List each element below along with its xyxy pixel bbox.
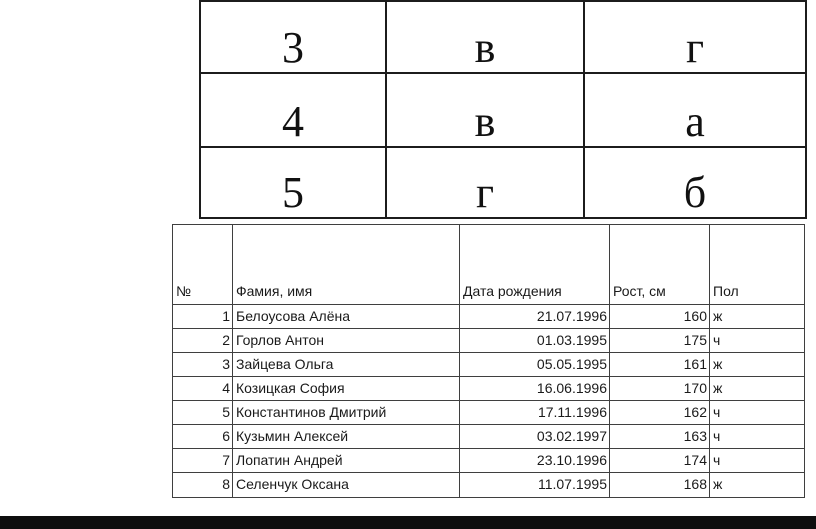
person-dob: 03.02.1997 (460, 425, 610, 449)
answer-cell: в (387, 74, 585, 148)
person-num: 5 (173, 401, 233, 425)
person-dob: 01.03.1995 (460, 329, 610, 353)
header-name: Фамия, имя (233, 225, 460, 305)
person-name: Кузьмин Алексей (233, 425, 460, 449)
person-dob: 23.10.1996 (460, 449, 610, 473)
answer-cell: г (387, 148, 585, 217)
person-height: 168 (610, 473, 710, 497)
person-num: 1 (173, 305, 233, 329)
answers-table: 3 в г 4 в а 5 г б (199, 0, 807, 219)
person-sex: ж (710, 377, 804, 401)
answer-cell: 3 (201, 2, 387, 74)
person-height: 175 (610, 329, 710, 353)
person-height: 161 (610, 353, 710, 377)
answer-cell: в (387, 2, 585, 74)
person-dob: 17.11.1996 (460, 401, 610, 425)
answer-cell: а (585, 74, 805, 148)
header-num: № (173, 225, 233, 305)
answer-cell: 5 (201, 148, 387, 217)
person-dob: 11.07.1995 (460, 473, 610, 497)
person-name: Константинов Дмитрий (233, 401, 460, 425)
person-height: 160 (610, 305, 710, 329)
header-height: Рост, см (610, 225, 710, 305)
person-name: Лопатин Андрей (233, 449, 460, 473)
person-name: Горлов Антон (233, 329, 460, 353)
person-num: 8 (173, 473, 233, 497)
person-height: 170 (610, 377, 710, 401)
person-dob: 16.06.1996 (460, 377, 610, 401)
person-num: 7 (173, 449, 233, 473)
person-num: 6 (173, 425, 233, 449)
header-sex: Пол (710, 225, 804, 305)
person-num: 2 (173, 329, 233, 353)
person-sex: ч (710, 449, 804, 473)
people-table: № Фамия, имя Дата рождения Рост, см Пол … (172, 224, 805, 498)
person-dob: 05.05.1995 (460, 353, 610, 377)
person-sex: ж (710, 305, 804, 329)
person-num: 4 (173, 377, 233, 401)
person-name: Селенчук Оксана (233, 473, 460, 497)
person-sex: ж (710, 353, 804, 377)
answer-cell: б (683, 168, 707, 217)
person-name: Козицкая София (233, 377, 460, 401)
person-name: Зайцева Ольга (233, 353, 460, 377)
person-sex: ч (710, 401, 804, 425)
person-sex: ч (710, 425, 804, 449)
person-num: 3 (173, 353, 233, 377)
person-sex: ж (713, 476, 723, 493)
person-sex: ч (710, 329, 804, 353)
answer-cell: 4 (201, 74, 387, 148)
person-height: 163 (610, 425, 710, 449)
answer-cell: г (585, 2, 805, 74)
person-height: 162 (610, 401, 710, 425)
person-name: Белоусова Алёна (233, 305, 460, 329)
person-height: 174 (610, 449, 710, 473)
header-dob: Дата рождения (460, 225, 610, 305)
window-bottom-edge (0, 516, 816, 529)
person-dob: 21.07.1996 (460, 305, 610, 329)
